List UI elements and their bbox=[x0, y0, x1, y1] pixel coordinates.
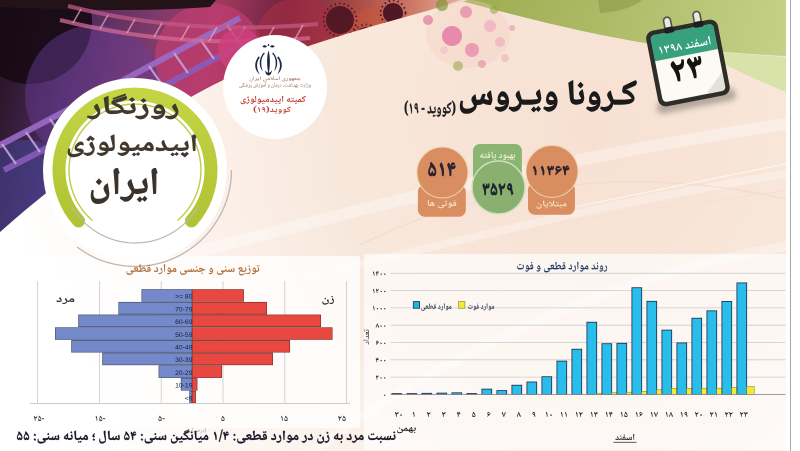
svg-text:60-69: 60-69 bbox=[175, 319, 193, 326]
svg-text:<9: <9 bbox=[185, 395, 193, 402]
svg-text:40-49: 40-49 bbox=[175, 345, 193, 352]
svg-text:>= 80: >= 80 bbox=[175, 294, 193, 301]
svg-text:20-29: 20-29 bbox=[175, 370, 193, 377]
svg-text:50-59: 50-59 bbox=[175, 332, 193, 339]
svg-text:10-19: 10-19 bbox=[175, 383, 193, 390]
svg-text:30-39: 30-39 bbox=[175, 357, 193, 364]
svg-text:70-79: 70-79 bbox=[175, 306, 193, 313]
